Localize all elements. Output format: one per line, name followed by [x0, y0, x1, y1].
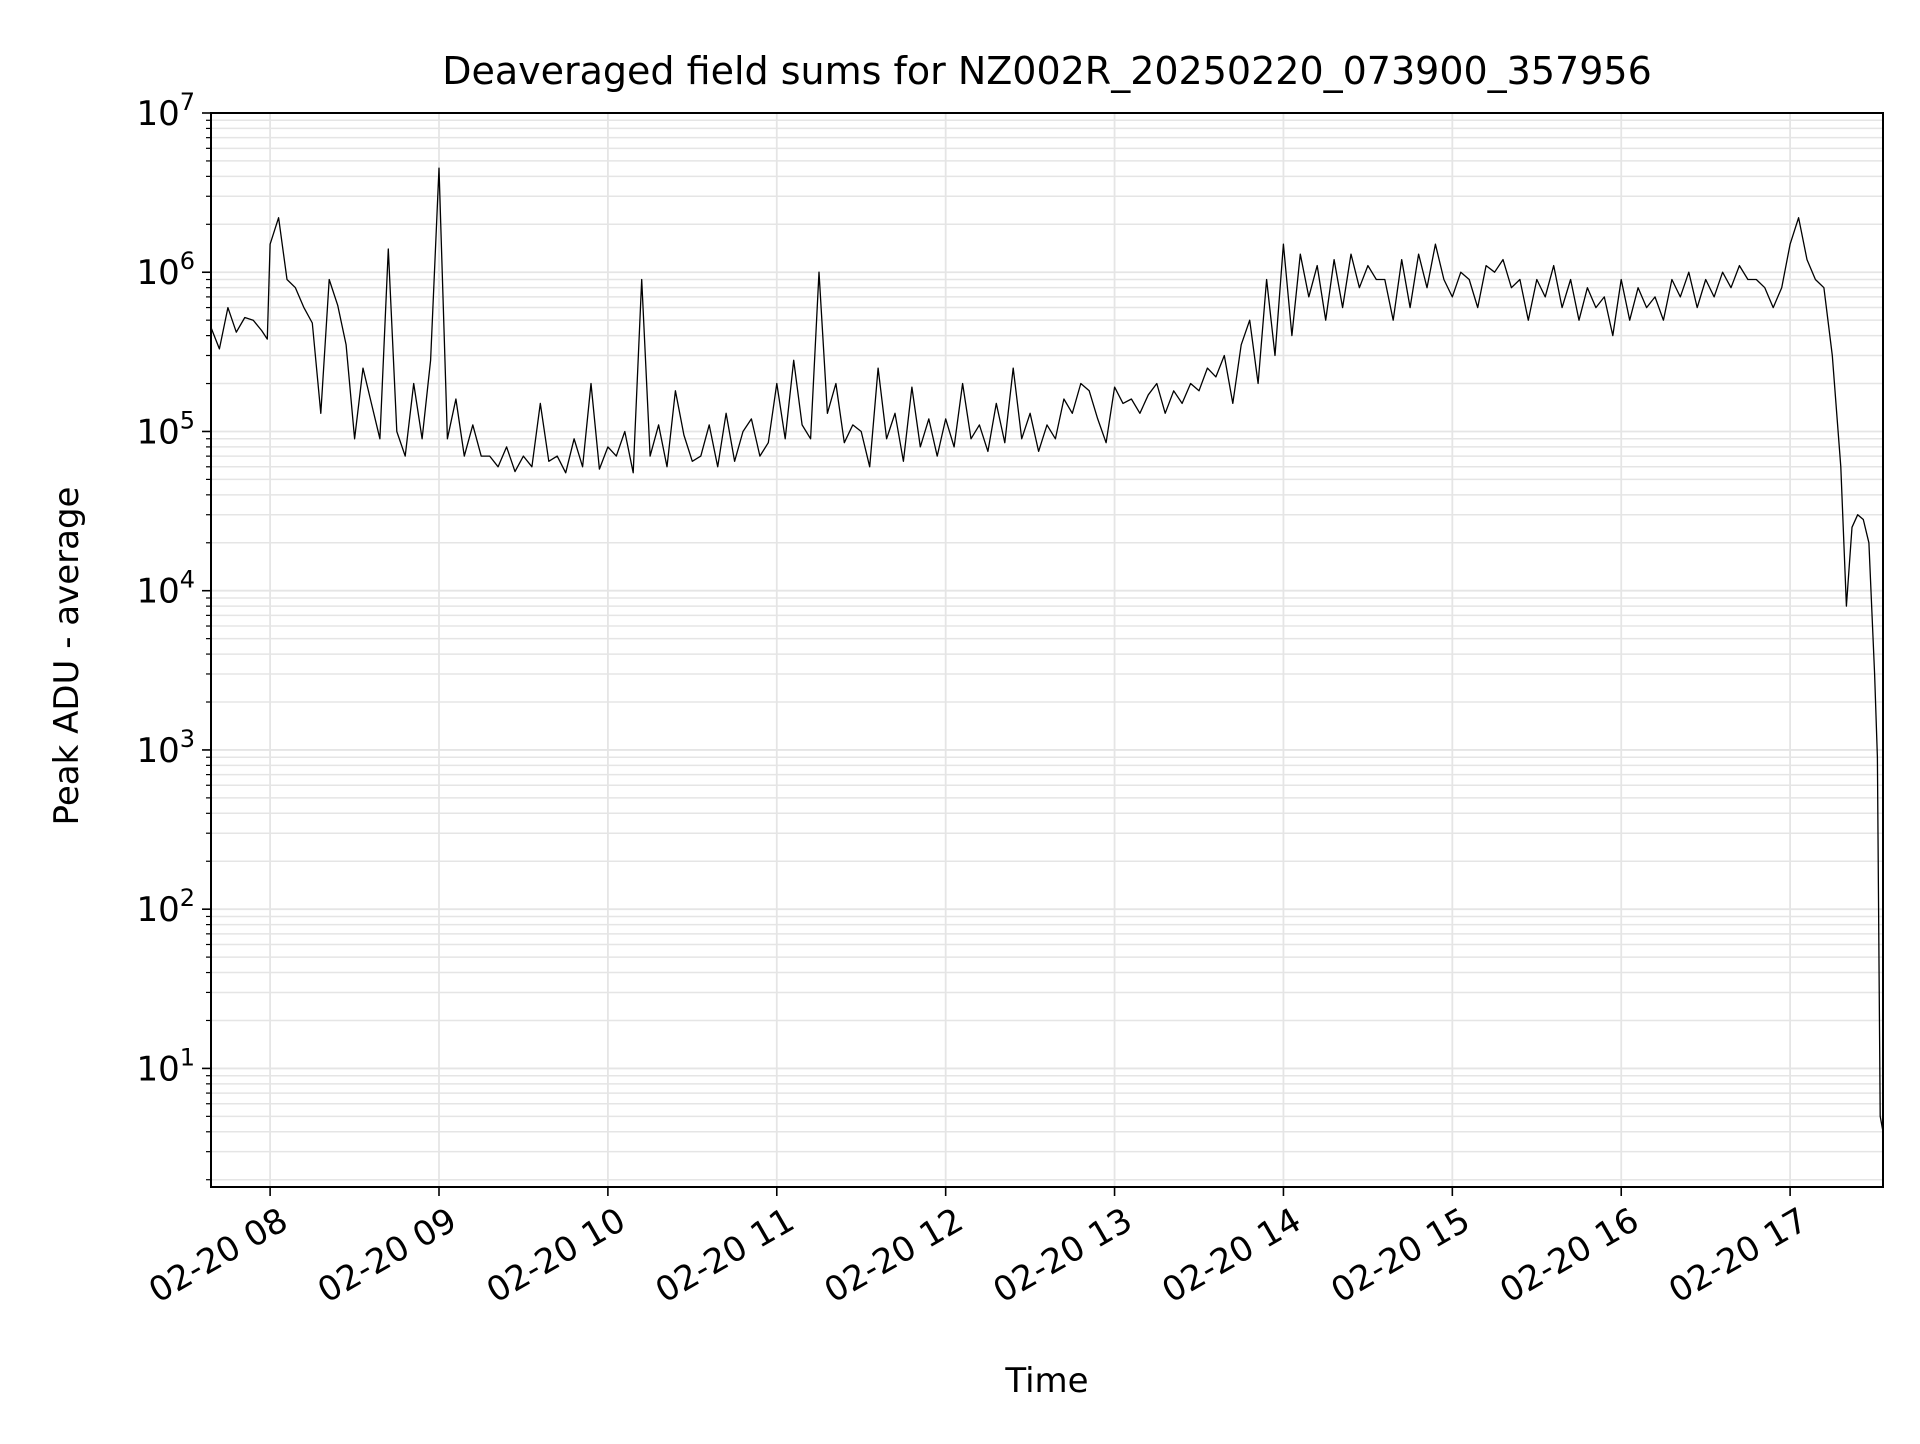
- y-tick-label: 107: [136, 88, 195, 134]
- chart-title: Deaveraged field sums for NZ002R_2025022…: [442, 49, 1652, 93]
- y-tick-label: 105: [136, 406, 195, 452]
- series-line: [210, 167, 1884, 1132]
- y-tick-label: 104: [136, 566, 195, 612]
- plot-area-frame: [210, 112, 1884, 1188]
- grid: [211, 112, 1883, 1187]
- y-axis-label: Peak ADU - average: [47, 487, 87, 826]
- x-tick-label: 02-20 10: [480, 1200, 632, 1311]
- x-axis-label: Time: [1004, 1361, 1088, 1401]
- x-tick-label: 02-20 13: [987, 1200, 1139, 1311]
- x-tick-label: 02-20 11: [649, 1200, 801, 1311]
- y-tick-label: 102: [136, 884, 195, 930]
- x-tick-label: 02-20 16: [1493, 1200, 1645, 1311]
- x-tick-label: 02-20 17: [1662, 1200, 1814, 1311]
- y-tick-label: 103: [136, 725, 195, 771]
- x-tick-label: 02-20 12: [818, 1200, 970, 1311]
- y-tick-label: 106: [136, 247, 195, 293]
- x-tick-label: 02-20 15: [1324, 1200, 1476, 1311]
- x-tick-label: 02-20 09: [311, 1200, 463, 1311]
- y-tick-label: 101: [136, 1043, 195, 1089]
- x-tick-label: 02-20 14: [1156, 1200, 1308, 1311]
- x-tick-label: 02-20 08: [142, 1200, 294, 1311]
